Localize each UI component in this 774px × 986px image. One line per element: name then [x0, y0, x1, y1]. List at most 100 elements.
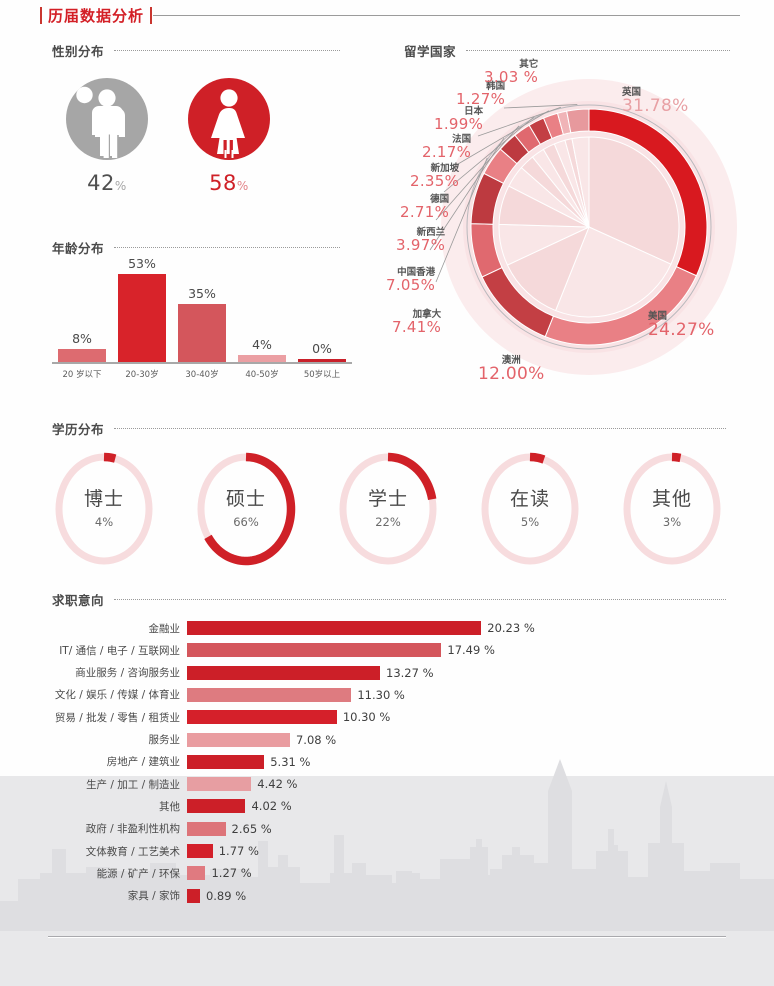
job-category-label: 服务业: [148, 734, 181, 746]
job-bar-value: 5.31 %: [270, 754, 311, 769]
job-bar: [187, 821, 226, 836]
job-bar-chart: 金融业 20.23 % IT/ 通信 / 电子 / 互联网业 17.49 % 商业服务 …: [52, 618, 652, 918]
donut-center-text: 博士 4%: [48, 484, 160, 529]
age-bar-value: 35%: [188, 285, 216, 301]
age-bar-column: 35%: [178, 286, 226, 362]
pie-leader-line: [443, 116, 535, 193]
job-bar: [187, 844, 213, 858]
page-title: 历届数据分析: [48, 6, 145, 25]
pie-slice-name: 法国: [452, 134, 472, 145]
pie-slice-value: 12.00%: [478, 363, 545, 384]
gender-item-male: 42%: [52, 78, 162, 195]
section-header-education: 学历分布: [52, 419, 726, 438]
section-label-country: 留学国家: [404, 44, 457, 59]
female-figure-icon: [188, 78, 270, 160]
pie-slice-name: 韩国: [486, 81, 506, 92]
age-bar-column: 4%: [238, 337, 286, 362]
job-bar: [187, 732, 290, 747]
pie-slice-label: 中国香港 7.05%: [386, 268, 435, 294]
job-category-label: 其他: [159, 800, 180, 813]
age-bar-value: 0%: [312, 341, 332, 356]
donut-value: 66%: [233, 515, 259, 529]
dotted-rule: [114, 247, 340, 248]
pie-slice-label: 德国 2.71%: [400, 195, 449, 221]
donut-arc: [387, 452, 437, 501]
job-bar-row: 文体教育 / 工艺美术 1.77 %: [52, 841, 652, 861]
pie-slice-value: 1.99%: [434, 114, 484, 133]
job-bar-value: 4.02 %: [251, 799, 292, 814]
pie-slice-label: 美国 24.27%: [648, 312, 715, 340]
donut-label: 硕士: [225, 488, 266, 510]
pie-slice-value: 2.35%: [410, 171, 460, 190]
pie-slice-value: 2.17%: [422, 142, 472, 161]
job-category-label: 金融业: [148, 622, 181, 635]
dotted-rule: [114, 428, 726, 429]
pie-slice-name: 英国: [622, 87, 642, 98]
job-category-label: IT/ 通信 / 电子 / 互联网业: [59, 644, 180, 657]
section-label-job: 求职意向: [52, 593, 105, 608]
age-bar: [238, 355, 286, 362]
job-category-label: 商业服务 / 咨询服务业: [75, 667, 180, 680]
pie-inner-wedge: [554, 226, 672, 318]
job-bar-value: 0.89 %: [205, 888, 247, 903]
job-bar-value: 2.65 %: [231, 821, 272, 836]
male-percent-value: 42%: [87, 171, 127, 195]
age-bar-column: 53%: [118, 256, 166, 362]
job-bar-value: 1.27 %: [211, 866, 252, 881]
age-category-label: 20 岁以下: [62, 370, 102, 380]
male-figure-icon: [66, 78, 148, 160]
donut-arc: [103, 452, 117, 463]
job-bar-value: 20.23 %: [487, 621, 535, 635]
gender-chart: 42% 58%: [52, 78, 342, 213]
pie-slice-label: 其它 3.03 %: [484, 60, 538, 86]
dotted-rule: [466, 50, 730, 51]
job-bar-row: 金融业 20.23 %: [52, 618, 652, 638]
country-pie-chart: 英国 31.78% 美国 24.27% 澳洲 12.00% 加拿大 7.41% 中国香港 7.05…: [386, 60, 774, 390]
job-bar-row: 服务业 7.08 %: [52, 730, 652, 750]
age-axis-line: [52, 362, 352, 364]
job-category-label: 能源 / 矿产 / 环保: [96, 867, 180, 880]
job-bar: [187, 888, 200, 903]
age-bar-chart: 8% 53% 35% 4% 0% 20 岁以下 20-30岁 30-40岁 40-50岁 50岁…: [52, 256, 352, 392]
job-bar: [187, 777, 252, 792]
donut-label: 在读: [509, 488, 550, 510]
pie-slice-name: 新西兰: [416, 227, 446, 238]
pie-leader-line: [457, 110, 550, 165]
job-category-label: 房地产 / 建筑业: [106, 756, 180, 769]
education-donut-2: 硕士 66%: [190, 446, 302, 572]
job-bar-row: 家具 / 家饰 0.89 %: [52, 886, 652, 906]
age-bar-value: 53%: [128, 255, 156, 271]
pie-slice-value: 3.03 %: [484, 67, 539, 86]
job-bar-value: 10.30 %: [342, 710, 391, 725]
donut-label: 学士: [367, 488, 408, 510]
age-bar: [178, 303, 226, 362]
donut-label: 其他: [651, 488, 692, 510]
job-bar: [187, 710, 337, 725]
age-bar-column: 0%: [298, 341, 346, 362]
donut-value: 5%: [520, 515, 540, 529]
pie-leader-line: [435, 125, 520, 221]
donut-center-text: 硕士 66%: [190, 484, 302, 529]
job-bar-value: 11.30 %: [357, 687, 405, 702]
job-bar-value: 4.42 %: [257, 777, 298, 792]
pie-slice-label: 日本 1.99%: [434, 107, 483, 133]
job-category-label: 文化 / 娱乐 / 传媒 / 体育业: [54, 689, 180, 702]
header-left-bracket: [40, 6, 42, 24]
job-bar: [187, 621, 482, 635]
header-rule: [153, 14, 740, 16]
job-bar-value: 7.08 %: [295, 732, 337, 747]
age-bar-value: 8%: [72, 330, 92, 346]
job-bar-row: 房地产 / 建筑业 5.31 %: [52, 752, 652, 772]
job-category-label: 家具 / 家饰: [127, 890, 180, 903]
donut-center-text: 学士 22%: [332, 484, 444, 529]
pie-slice-value: 2.71%: [400, 202, 450, 221]
donut-arc: [671, 452, 682, 463]
donut-center-text: 其他 3%: [616, 484, 728, 529]
donut-arc: [204, 452, 296, 566]
job-category-label: 政府 / 非盈利性机构: [85, 823, 180, 836]
pie-slice-value: 7.05%: [386, 275, 436, 294]
section-label-gender: 性别分布: [52, 44, 105, 59]
job-bar-value: 13.27 %: [386, 665, 434, 680]
pie-slice-value: 31.78%: [622, 95, 689, 116]
job-bar-row: 能源 / 矿产 / 环保 1.27 %: [52, 863, 652, 883]
